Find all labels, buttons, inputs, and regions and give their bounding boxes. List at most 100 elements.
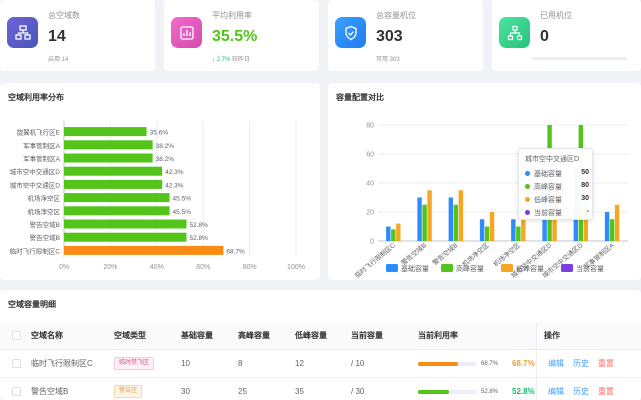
type-tag: 临时禁飞区: [114, 357, 155, 371]
edit-link[interactable]: 编辑: [548, 359, 564, 368]
x-tick-label: 80%: [243, 264, 257, 271]
row-actions: 编辑 历史 重置: [548, 378, 623, 400]
bar[interactable]: [64, 206, 170, 216]
y-tick-label: 60: [366, 152, 374, 159]
bar[interactable]: [484, 226, 490, 242]
legend-label[interactable]: 低峰容量: [516, 264, 544, 273]
x-tick-label: 0%: [59, 264, 69, 271]
row-checkbox[interactable]: [12, 387, 21, 396]
bar-data-label: 38.2%: [156, 156, 175, 163]
cell-name: 临时飞行限制区C: [31, 359, 93, 368]
stat-card-total-airspace: 总空域数 14 启用 14: [0, 0, 155, 71]
bar[interactable]: [489, 212, 495, 241]
bar[interactable]: [386, 226, 391, 242]
col-header-actions: 操作: [544, 331, 560, 340]
tooltip-label: 高峰容量: [534, 184, 562, 191]
bar-data-label: 52.8%: [189, 235, 208, 242]
bar[interactable]: [604, 212, 610, 241]
reset-link[interactable]: 重置: [598, 359, 614, 368]
stat-label: 平均利用率: [212, 11, 252, 20]
bar[interactable]: [427, 190, 432, 241]
tooltip-row: 当前容量 -: [525, 208, 589, 218]
bar[interactable]: [64, 166, 163, 176]
y-tick-label: 城市空中交通区D: [10, 180, 61, 189]
bar[interactable]: [614, 204, 620, 241]
bar[interactable]: [448, 197, 454, 242]
tooltip-row: 基础容量 50: [525, 169, 589, 179]
tooltip-value: 80: [581, 182, 589, 189]
bar[interactable]: [64, 179, 163, 189]
type-tag: 警告区: [114, 385, 143, 399]
tooltip-row: 低峰容量 30: [525, 195, 589, 205]
network-icon: [499, 17, 530, 48]
legend-swatch[interactable]: [501, 264, 513, 272]
y-tick-label: 军事管制区A: [23, 141, 61, 150]
legend-label[interactable]: 基础容量: [401, 264, 429, 273]
bar[interactable]: [609, 219, 615, 241]
bar[interactable]: [516, 226, 521, 242]
utilization-value: 52.8%: [512, 387, 535, 396]
col-header-base[interactable]: 基础容量: [181, 331, 213, 340]
legend-swatch[interactable]: [561, 264, 573, 272]
bar[interactable]: [64, 127, 147, 137]
y-tick-label: 机场净空区: [28, 194, 61, 203]
bar[interactable]: [64, 153, 153, 163]
hierarchy-icon: [7, 17, 38, 48]
col-header-peak[interactable]: 高峰容量: [238, 331, 270, 340]
utilization-chart: 0% 20% 40% 60% 80% 100% 旋翼机飞行区E 35.6% 军事管制区A 38.2…: [10, 121, 305, 271]
y-tick-label: 军事管制区A: [23, 154, 61, 163]
capacity-panel: 容量配置对比 0 20 40 60 80 临时飞行限制区C 警告空域B 警告空域B 机场净空区机…: [328, 83, 641, 280]
bar[interactable]: [64, 219, 187, 229]
tooltip-title: 城市空中交通区D: [525, 156, 580, 163]
bar[interactable]: [417, 197, 422, 242]
bar[interactable]: [521, 212, 526, 241]
bar[interactable]: [391, 229, 396, 241]
bar[interactable]: [64, 193, 170, 203]
stat-label: 总容量机位: [376, 11, 416, 20]
bar[interactable]: [64, 140, 153, 150]
legend-label[interactable]: 当前容量: [576, 264, 604, 273]
stat-value: 303: [376, 28, 403, 45]
bar[interactable]: [422, 204, 427, 241]
bar[interactable]: [64, 245, 224, 255]
cell-base: 10: [181, 359, 190, 368]
col-header-current[interactable]: 当前容量: [351, 331, 383, 340]
y-tick-label: 城市空中交通区D: [10, 167, 61, 176]
legend-label[interactable]: 高峰容量: [456, 264, 484, 273]
bar[interactable]: [64, 232, 187, 242]
x-tick-label: 60%: [196, 264, 210, 271]
tooltip-row: 高峰容量 80: [525, 182, 589, 192]
bar[interactable]: [453, 204, 459, 241]
bar[interactable]: [458, 190, 464, 241]
col-header-name[interactable]: 空域名称: [31, 331, 63, 340]
cell-type: 临时禁飞区: [114, 350, 155, 378]
bar-data-label: 42.3%: [165, 169, 184, 176]
stat-label: 总空域数: [48, 11, 80, 20]
stat-card-total-capacity: 总容量机位 303 可用 303: [328, 0, 483, 71]
table-row: 临时飞行限制区C 临时禁飞区 10 8 12 / 10 68.7% 68.7% …: [0, 350, 641, 378]
history-link[interactable]: 历史: [573, 359, 589, 368]
select-all-checkbox[interactable]: [12, 331, 21, 340]
bar[interactable]: [396, 223, 401, 241]
row-checkbox[interactable]: [12, 359, 21, 368]
history-link[interactable]: 历史: [573, 387, 589, 396]
cell-current: / 30: [351, 387, 365, 396]
tooltip-label: 低峰容量: [534, 197, 562, 204]
bar[interactable]: [479, 219, 485, 241]
col-header-low[interactable]: 低峰容量: [295, 331, 327, 340]
legend-swatch[interactable]: [386, 264, 398, 272]
edit-link[interactable]: 编辑: [548, 387, 564, 396]
y-tick-label: 警告空域B: [30, 233, 60, 242]
col-header-utilization[interactable]: 当前利用率: [418, 331, 458, 340]
stat-sub: 可用 303: [376, 57, 400, 63]
col-header-type[interactable]: 空域类型: [114, 331, 146, 340]
reset-link[interactable]: 重置: [598, 387, 614, 396]
tooltip-dot: [525, 171, 530, 176]
bar-data-label: 52.8%: [189, 222, 208, 229]
bar[interactable]: [511, 219, 516, 241]
row-actions: 编辑 历史 重置: [548, 350, 623, 378]
x-tick-label: 临时飞行限制区C: [353, 240, 397, 279]
utilization-value: 68.7%: [512, 359, 535, 368]
y-tick-label: 80: [366, 123, 374, 130]
legend-swatch[interactable]: [441, 264, 453, 272]
